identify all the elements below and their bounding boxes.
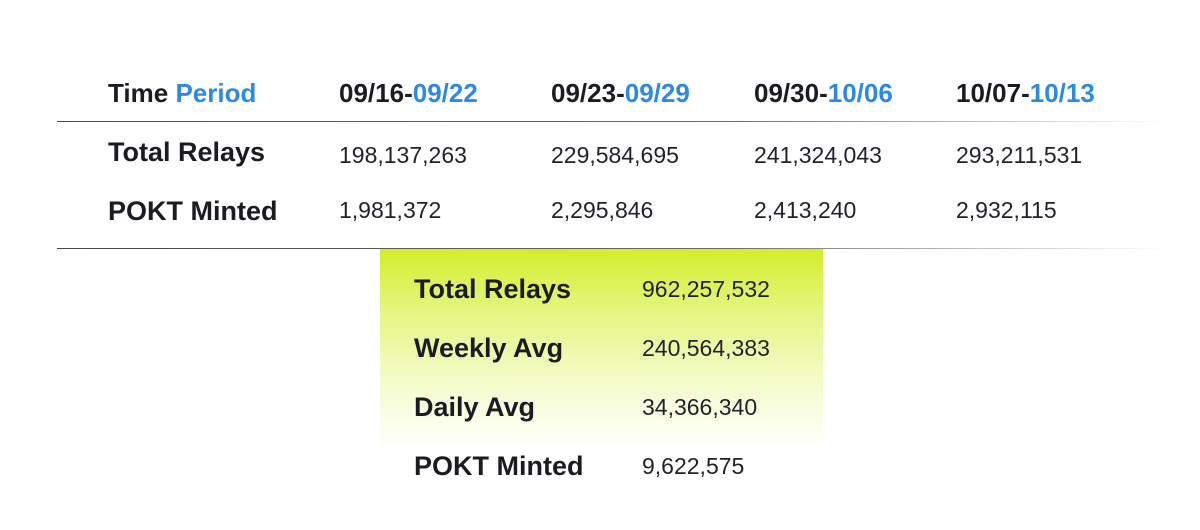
period-start: 09/30-: [754, 78, 828, 108]
period-end: 10/13: [1029, 78, 1095, 108]
summary-label-total-relays: Total Relays: [414, 274, 572, 304]
summary-highlight: [380, 249, 823, 449]
table-cell: 229,584,695: [551, 142, 679, 168]
summary-label-weekly-avg: Weekly Avg: [414, 333, 564, 363]
row-label-total-relays: Total Relays: [108, 137, 266, 167]
period-end: 10/06: [827, 78, 893, 108]
period-end: 09/22: [412, 78, 478, 108]
row-label-pokt-minted: POKT Minted: [108, 196, 278, 226]
summary-value-daily-avg: 34,366,340: [642, 394, 758, 420]
table-cell: 198,137,263: [339, 142, 467, 168]
table-cell: 293,211,531: [956, 142, 1083, 168]
period-header-2: 09/23-09/29: [551, 78, 690, 108]
period-start: 09/16-: [339, 78, 413, 108]
summary-label-pokt-minted: POKT Minted: [414, 451, 584, 481]
table-cell: 241,324,043: [754, 142, 882, 168]
table-cell: 2,413,240: [754, 197, 857, 223]
time-period-header: Time Period: [108, 78, 256, 108]
summary-value-total-relays: 962,257,532: [642, 276, 770, 302]
header-divider: [57, 121, 1167, 122]
period-header-1: 09/16-09/22: [339, 78, 478, 108]
header-label-accent: Period: [175, 78, 257, 108]
table-bottom-divider: [57, 248, 1167, 249]
summary-value-weekly-avg: 240,564,383: [642, 335, 770, 361]
table-cell: 1,981,372: [339, 197, 442, 223]
period-header-4: 10/07-10/13: [956, 78, 1095, 108]
header-label-main: Time: [108, 78, 176, 108]
period-start: 10/07-: [956, 78, 1030, 108]
summary-value-pokt-minted: 9,622,575: [642, 453, 745, 479]
period-end: 09/29: [624, 78, 690, 108]
table-cell: 2,295,846: [551, 197, 654, 223]
period-start: 09/23-: [551, 78, 625, 108]
period-header-3: 09/30-10/06: [754, 78, 893, 108]
table-cell: 2,932,115: [956, 197, 1057, 223]
summary-label-daily-avg: Daily Avg: [414, 392, 536, 422]
